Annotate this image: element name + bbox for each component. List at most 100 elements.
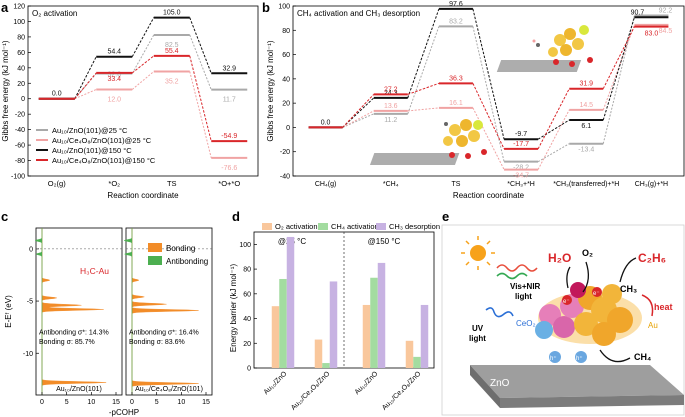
x-tick-label: 15 [112, 399, 120, 406]
subplot-frame [35, 227, 123, 396]
energy-label: 92.2 [659, 7, 673, 14]
energy-label: 90.7 [631, 9, 645, 16]
x-category-label: *CH₄ [383, 181, 399, 188]
legend-swatch [262, 223, 272, 230]
c2h6-arrow [619, 257, 637, 283]
electron-1: e⁻ [563, 299, 570, 305]
bar [413, 356, 421, 368]
y-tick-label: -80 [15, 158, 25, 165]
connector-line [189, 34, 212, 90]
energy-label: 105.0 [163, 10, 181, 17]
energy-label: 32.9 [222, 65, 236, 72]
connector-line [131, 55, 155, 74]
connector-line [189, 71, 212, 159]
y-tick-label: 120 [13, 4, 25, 11]
energy-label: 0.0 [52, 91, 62, 98]
legend-label: Antibonding [166, 257, 208, 266]
legend-swatch-bonding [148, 243, 162, 252]
bar [279, 278, 287, 368]
panel-a-chart: -100 -80 -60 -40 -20 0 20 40 60 80 100 120 O₂(g) *O₂ T… [1, 4, 259, 200]
uv-label: UV [472, 324, 484, 333]
y-tick-label: 20 [243, 341, 251, 348]
connector-line [537, 109, 570, 170]
x-category-label: Au₁₀/Ce₄O₈/ZnO [290, 370, 332, 412]
legend-label: Au₁₀/ZnO(101)@25 °C [52, 126, 128, 135]
bonding-curve [41, 228, 107, 395]
panel-letter-a: a [1, 0, 9, 15]
energy-label: 36.3 [449, 75, 463, 82]
energy-label: -54.9 [221, 133, 237, 140]
h2o-arrow [566, 266, 571, 289]
connector-line [602, 24, 635, 110]
x-tick-label: 0 [130, 399, 134, 406]
plot-frame [27, 5, 259, 177]
y-tick-label: -40 [280, 174, 290, 181]
y-tick-label: 80 [243, 267, 251, 274]
y-tick-label: -20 [15, 112, 25, 119]
x-tick-label: 10 [87, 399, 95, 406]
y-tick-label: -100 [11, 174, 25, 181]
visnir-label: Vis+NIR [510, 282, 541, 291]
legend-label: O₂ activation [275, 222, 318, 231]
connector-line [342, 110, 374, 128]
y-tick-label: 60 [17, 50, 25, 57]
y-tick-label: 0 [29, 246, 33, 253]
connector-line [342, 113, 374, 128]
structure-inset-bottom [369, 119, 487, 165]
y-tick-label: -40 [15, 127, 25, 134]
energy-label: -9.7 [515, 131, 527, 138]
x-axis-label: Reaction coordinate [453, 191, 525, 200]
y-tick-label: 100 [13, 19, 25, 26]
connector-line [472, 8, 505, 140]
ceo2-cluster [535, 321, 553, 339]
connector-line [74, 72, 97, 100]
y-tick-label: 20 [282, 101, 290, 108]
energy-label: -28.2 [513, 165, 529, 172]
y-tick-label: 60 [282, 52, 290, 59]
x-category-label: *O+*O [218, 179, 240, 188]
x-axis-label: Reaction coordinate [107, 191, 179, 200]
panel-letter-e: e [442, 209, 449, 224]
connector-line [472, 107, 505, 170]
antibonding-curve [123, 228, 133, 395]
y-tick-label: 40 [17, 65, 25, 72]
y-tick-label: 100 [239, 242, 251, 249]
panel-letter-c: c [1, 209, 8, 224]
hole-1: h⁺ [550, 355, 557, 362]
sun-icon [461, 236, 495, 270]
bar [314, 339, 323, 368]
y-tick-label: -20 [280, 149, 290, 156]
energy-label: 13.6 [384, 103, 398, 110]
visnir-wave-icon [496, 264, 538, 272]
bar [271, 306, 280, 368]
structure-inset-top [496, 25, 593, 72]
bar [377, 262, 386, 368]
x-category-label: CH₃(g)+*H [635, 181, 668, 188]
panel-e-schematic: ZnO Vis+NIR light UV light e⁻ e⁻ [441, 224, 685, 416]
energy-label: 83.0 [645, 31, 659, 38]
connector-line [602, 17, 635, 121]
bonding-percent: Bonding σ: 83.6% [129, 339, 185, 346]
y-tick-label: -10 [23, 351, 33, 358]
y-axis-label: Gibbs free energy (kJ mol⁻¹) [1, 40, 10, 141]
y-tick-label: -5 [27, 299, 33, 306]
bar [405, 340, 414, 368]
connector-line [537, 119, 570, 140]
x-category-label: *O₂ [108, 179, 120, 188]
x-tick-label: 0 [40, 399, 44, 406]
y-tick-label: 80 [17, 34, 25, 41]
x-category-label: O₂(g) [48, 179, 66, 188]
x-category-label: *CH₃(transferred)+*H [553, 181, 619, 188]
y-tick-label: 100 [278, 4, 290, 11]
ch4-label: CH₄ [634, 352, 651, 362]
au-label: Au [648, 321, 658, 330]
antibonding-curve [34, 228, 43, 395]
heat-label: heat [654, 302, 673, 312]
x-category-label: *CH₃+*H [507, 181, 535, 188]
panel-title: O₂ activation [32, 9, 77, 18]
connector-line [472, 26, 505, 162]
energy-label: 0.0 [321, 119, 331, 126]
energy-label: -34.7 [513, 173, 529, 180]
energy-label: 35.2 [165, 79, 179, 86]
